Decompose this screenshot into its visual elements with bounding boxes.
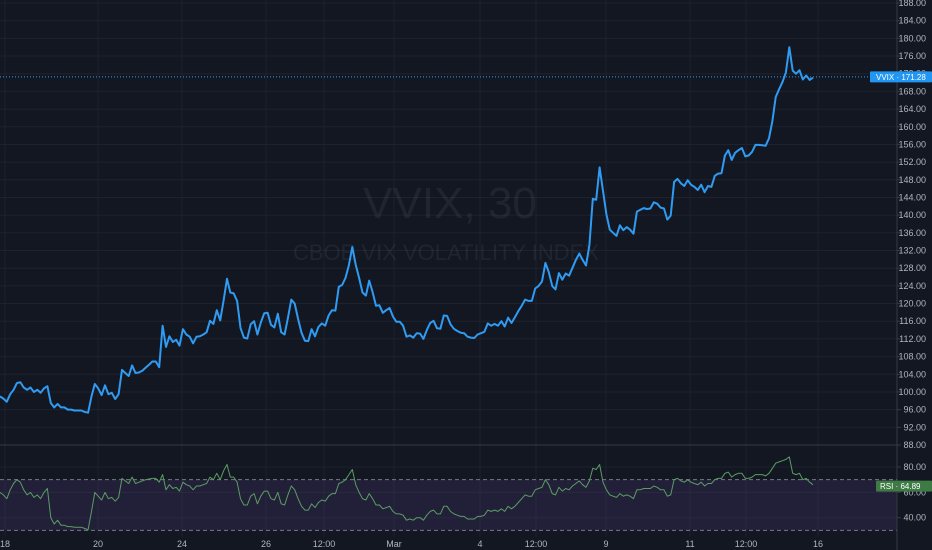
price-tick-label: 148.00	[898, 175, 926, 185]
time-tick-label: 12:00	[313, 539, 336, 549]
time-tick-label: 16	[813, 539, 823, 549]
price-tick-label: 176.00	[898, 51, 926, 61]
price-tick-label: 120.00	[898, 299, 926, 309]
price-series	[0, 46, 897, 414]
price-tick-label: 128.00	[898, 263, 926, 273]
price-tick-label: 132.00	[898, 246, 926, 256]
time-tick-label: 24	[177, 539, 187, 549]
rsi-band	[0, 479, 897, 531]
watermark-subtitle: CBOE VIX VOLATILITY INDEX	[293, 240, 599, 265]
rsi-zone	[0, 479, 897, 531]
price-tick-label: 168.00	[898, 86, 926, 96]
watermark: VVIX, 30 CBOE VIX VOLATILITY INDEX	[293, 179, 599, 265]
price-tick-label: 88.00	[903, 440, 926, 450]
price-axis[interactable]: 88.00 92.00 96.00 100.00 104.00 108.00 112.00 1…	[897, 0, 926, 450]
grid-lines	[0, 0, 897, 537]
price-tick-label: 164.00	[898, 104, 926, 114]
rsi-tick-label: 80.00	[903, 462, 926, 472]
price-tick-label: 160.00	[898, 122, 926, 132]
rsi-badge-text: RSI · 64.89	[880, 482, 921, 491]
price-tick-label: 92.00	[903, 422, 926, 432]
price-tick-label: 136.00	[898, 228, 926, 238]
watermark-title: VVIX, 30	[363, 179, 537, 228]
time-tick-label: 9	[603, 539, 608, 549]
time-tick-label: 12:00	[735, 539, 758, 549]
price-tick-label: 152.00	[898, 157, 926, 167]
rsi-axis[interactable]: 40.00 60.00 80.00	[897, 462, 926, 523]
price-tick-label: 108.00	[898, 352, 926, 362]
price-badge-text: VVIX · 171.28	[876, 73, 926, 82]
rsi-line	[0, 456, 814, 531]
rsi-badge-bg	[876, 480, 932, 492]
price-last-badge: VVIX · 171.28	[870, 71, 932, 83]
rsi-series	[0, 456, 814, 531]
rsi-tick-label: 40.00	[903, 513, 926, 523]
time-tick-label: 12:00	[525, 539, 548, 549]
time-tick-label: Mar	[386, 539, 402, 549]
price-tick-label: 104.00	[898, 369, 926, 379]
price-badge-bg	[870, 71, 932, 83]
price-tick-label: 180.00	[898, 33, 926, 43]
price-line	[0, 46, 814, 414]
rsi-tick-label: 60.00	[903, 487, 926, 497]
price-tick-label: 188.00	[898, 0, 926, 8]
price-tick-label: 124.00	[898, 281, 926, 291]
price-tick-label: 116.00	[899, 316, 926, 326]
time-tick-label: 4	[477, 539, 482, 549]
price-tick-label: 96.00	[903, 405, 926, 415]
price-tick-label: 100.00	[898, 387, 926, 397]
price-tick-label: 184.00	[898, 16, 926, 26]
time-axis[interactable]: 18 20 24 26 12:00 Mar 4 12:00 9 11 12:00 16	[0, 539, 823, 549]
time-tick-label: 20	[93, 539, 103, 549]
time-tick-label: 26	[261, 539, 271, 549]
time-tick-label: 11	[685, 539, 694, 549]
price-tick-label: 156.00	[898, 139, 926, 149]
rsi-last-badge: RSI · 64.89	[876, 480, 932, 492]
price-tick-label: 144.00	[898, 192, 926, 202]
time-tick-label: 18	[0, 539, 10, 549]
price-tick-label: 112.00	[899, 334, 926, 344]
last-value-badges: VVIX · 171.28 RSI · 64.89	[870, 71, 932, 492]
price-tick-label: 140.00	[898, 210, 926, 220]
